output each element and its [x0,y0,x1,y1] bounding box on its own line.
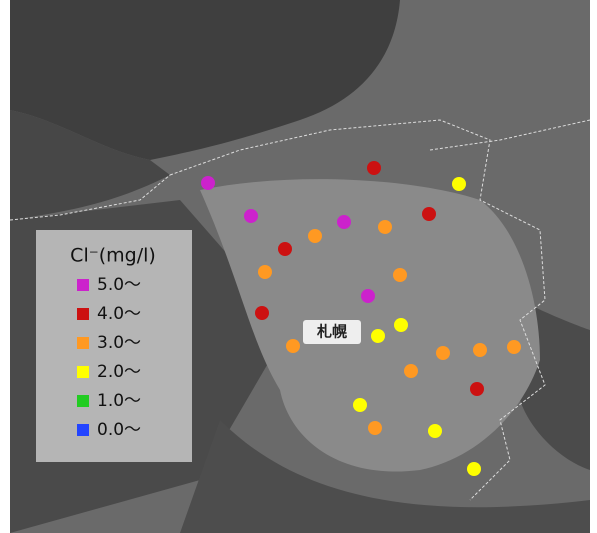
station-dot [467,462,481,476]
legend-title: Cl⁻(mg/l) [70,245,156,267]
station-dot [278,242,292,256]
legend-label: 4.0〜 [97,304,141,324]
legend-label: 0.0〜 [97,420,141,440]
legend-label: 5.0〜 [97,275,141,295]
station-dot [255,306,269,320]
station-dot [507,340,521,354]
legend-label: 1.0〜 [97,391,141,411]
station-dot [452,177,466,191]
legend-swatch [77,279,89,291]
legend-swatch [77,366,89,378]
station-dot [353,398,367,412]
station-dot [258,265,272,279]
station-dot [436,346,450,360]
station-dot [286,339,300,353]
place-label: 札幌 [316,323,347,341]
station-dot [368,421,382,435]
legend-swatch [77,395,89,407]
station-dot [404,364,418,378]
station-dot [422,207,436,221]
map: 札幌 Cl⁻(mg/l) 5.0〜 4.0〜 3.0〜 2.0〜 1.0〜 0.0〜 [0,0,597,533]
station-dot [367,161,381,175]
station-dot [371,329,385,343]
station-dot [244,209,258,223]
station-dot [308,229,322,243]
station-dot [393,268,407,282]
legend-label: 3.0〜 [97,333,141,353]
station-dot [337,215,351,229]
station-dot [201,176,215,190]
station-dot [394,318,408,332]
station-dot [378,220,392,234]
legend-label: 2.0〜 [97,362,141,382]
station-dot [428,424,442,438]
station-dot [473,343,487,357]
station-dot [470,382,484,396]
legend-swatch [77,308,89,320]
legend-swatch [77,424,89,436]
station-dot [361,289,375,303]
legend-swatch [77,337,89,349]
